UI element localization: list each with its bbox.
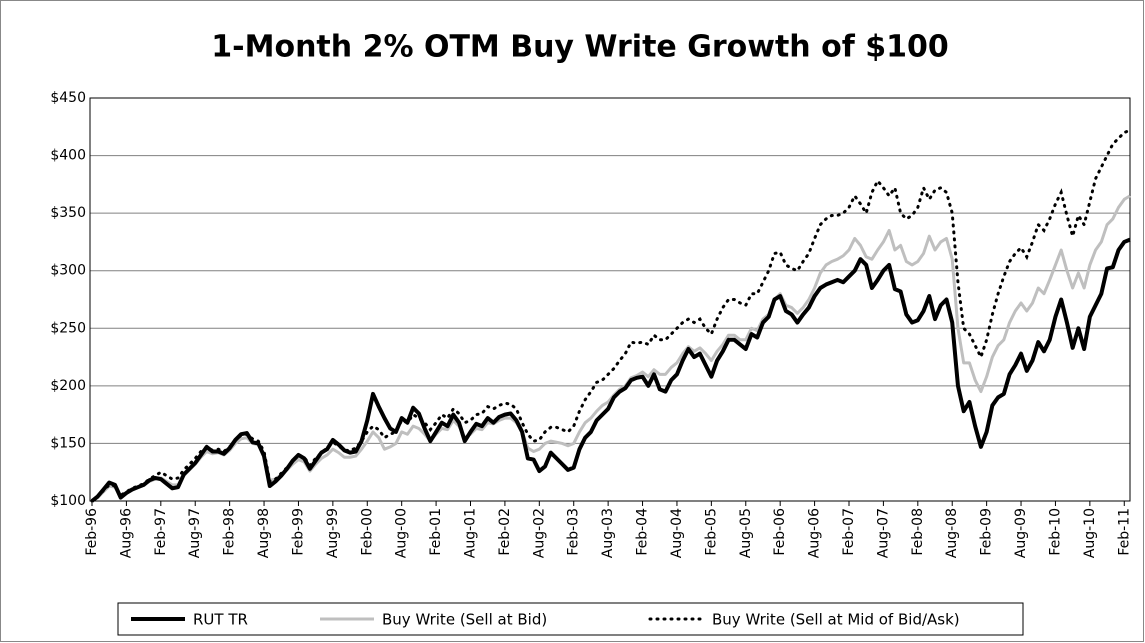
y-tick-label: $200 <box>50 378 86 394</box>
y-tick-label: $150 <box>50 435 86 451</box>
x-tick-label: Feb-00 <box>359 508 375 556</box>
x-tick-label: Aug-97 <box>187 508 203 558</box>
x-tick-label: Feb-02 <box>497 508 513 556</box>
x-tick-label: Aug-10 <box>1082 508 1098 558</box>
lines <box>90 128 1132 503</box>
x-tick-label: Aug-06 <box>807 508 823 558</box>
grid: $100 $150 $200 $250 $300 $350 $400 $450 <box>50 90 1130 509</box>
x-tick-label: Aug-02 <box>531 508 547 558</box>
x-tick-label: Feb-97 <box>153 508 169 556</box>
legend: RUT TR Buy Write (Sell at Bid) Buy Write (… <box>117 602 1024 636</box>
x-tick-label: Feb-05 <box>703 508 719 556</box>
x-tick-label: Feb-96 <box>84 508 100 556</box>
y-tick-label: $350 <box>50 205 86 221</box>
x-tick-label: Aug-98 <box>256 508 272 558</box>
x-tick-label: Feb-06 <box>772 508 788 556</box>
x-tick-label: Feb-04 <box>635 508 651 556</box>
chart-title: 1-Month 2% OTM Buy Write Growth of $100 <box>211 30 948 65</box>
legend-box <box>117 602 1024 636</box>
x-tick-label: Aug-08 <box>944 508 960 558</box>
plot-border <box>89 97 1131 502</box>
x-tick-label: Aug-01 <box>462 508 478 558</box>
x-tick-label: Feb-11 <box>1116 508 1132 556</box>
legend-label: Buy Write (Sell at Bid) <box>382 611 547 629</box>
x-tick-label: Feb-08 <box>910 508 926 556</box>
x-tick-label: Feb-07 <box>841 508 857 556</box>
x-tick-label: Aug-04 <box>669 508 685 558</box>
y-tick-label: $250 <box>50 320 86 336</box>
x-axis: Feb-96 Aug-96 Feb-97 Aug-97 Feb-98 Aug-98 Feb-… <box>84 501 1132 558</box>
series-line <box>90 237 1131 503</box>
x-tick-label: Aug-99 <box>325 508 341 558</box>
y-tick-label: $400 <box>50 148 86 164</box>
x-tick-label: Aug-96 <box>118 508 134 558</box>
x-tick-label: Feb-09 <box>979 508 995 556</box>
x-tick-label: Aug-09 <box>1013 508 1029 558</box>
x-tick-label: Aug-00 <box>394 508 410 558</box>
x-tick-label: Feb-03 <box>566 508 582 556</box>
x-tick-label: Feb-01 <box>428 508 444 556</box>
legend-label: Buy Write (Sell at Mid of Bid/Ask) <box>712 611 960 629</box>
y-tick-label: $300 <box>50 263 86 279</box>
y-tick-label: $100 <box>50 493 86 509</box>
x-tick-label: Aug-07 <box>875 508 891 558</box>
legend-label: RUT TR <box>193 611 248 629</box>
x-tick-label: Feb-10 <box>1047 508 1063 556</box>
x-tick-label: Feb-99 <box>290 508 306 556</box>
x-tick-label: Feb-98 <box>222 508 238 556</box>
y-tick-label: $450 <box>50 90 86 106</box>
x-tick-label: Aug-03 <box>600 508 616 558</box>
x-tick-label: Aug-05 <box>738 508 754 558</box>
